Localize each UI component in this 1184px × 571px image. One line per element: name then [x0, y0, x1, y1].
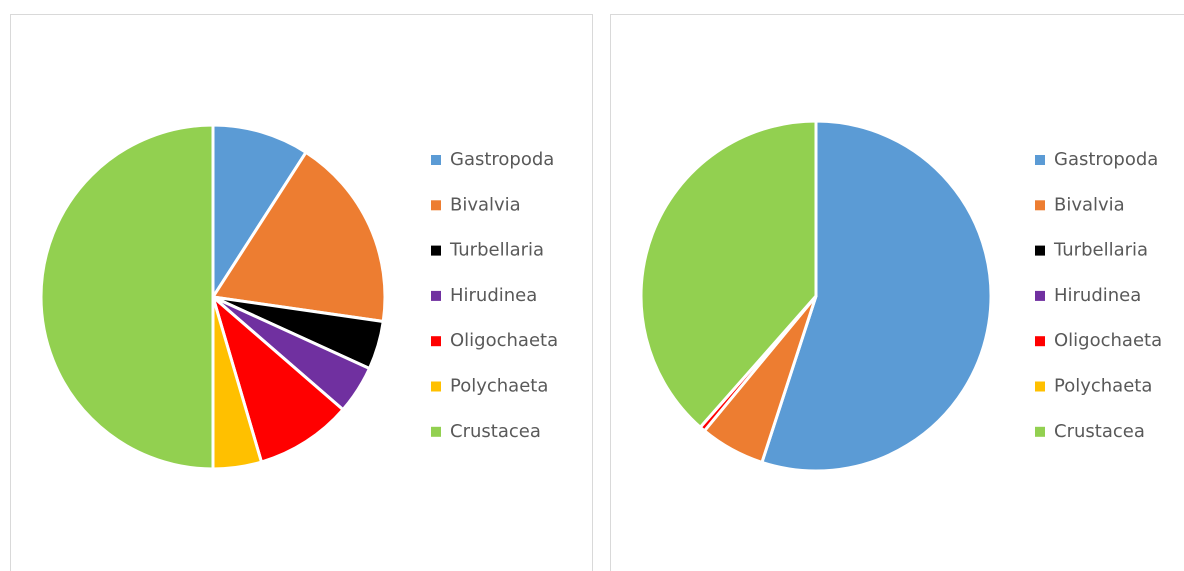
legend-marker [431, 336, 441, 347]
legend-marker [431, 200, 441, 211]
legend-label: Oligochaeta [450, 330, 558, 351]
pie-slice [760, 119, 993, 473]
legend-label: Hirudinea [450, 285, 537, 306]
legend-marker [1035, 200, 1045, 211]
legend-label: Turbellaria [1053, 240, 1148, 261]
legend-marker [1035, 336, 1045, 347]
legend-marker [1035, 245, 1045, 256]
pie-slice [211, 150, 387, 323]
legend-marker [1035, 426, 1045, 437]
legend-marker [431, 245, 441, 256]
legend-label: Polychaeta [1054, 376, 1152, 397]
legend-marker [1035, 290, 1045, 301]
pie-slice [39, 123, 215, 471]
legend-label: Gastropoda [450, 149, 554, 170]
legend-marker [431, 290, 441, 301]
legend-label: Gastropoda [1054, 149, 1158, 170]
legend-marker [431, 381, 441, 392]
legend-label: Crustacea [1054, 421, 1145, 442]
legend-marker [431, 426, 441, 437]
legend-marker [431, 155, 441, 165]
legend-marker [1035, 155, 1045, 165]
legend-label: Crustacea [450, 421, 541, 442]
legend-label: Turbellaria [449, 240, 544, 261]
pie-slice [211, 123, 308, 299]
legend-marker [1035, 381, 1045, 392]
pie-slice [211, 295, 345, 464]
legend-label: Bivalvia [1054, 194, 1125, 215]
legend-label: Oligochaeta [1054, 330, 1162, 351]
legend-label: Polychaeta [450, 376, 548, 397]
legend-label: Bivalvia [450, 194, 521, 215]
legend-label: Hirudinea [1054, 285, 1141, 306]
pie-slice [639, 119, 818, 429]
